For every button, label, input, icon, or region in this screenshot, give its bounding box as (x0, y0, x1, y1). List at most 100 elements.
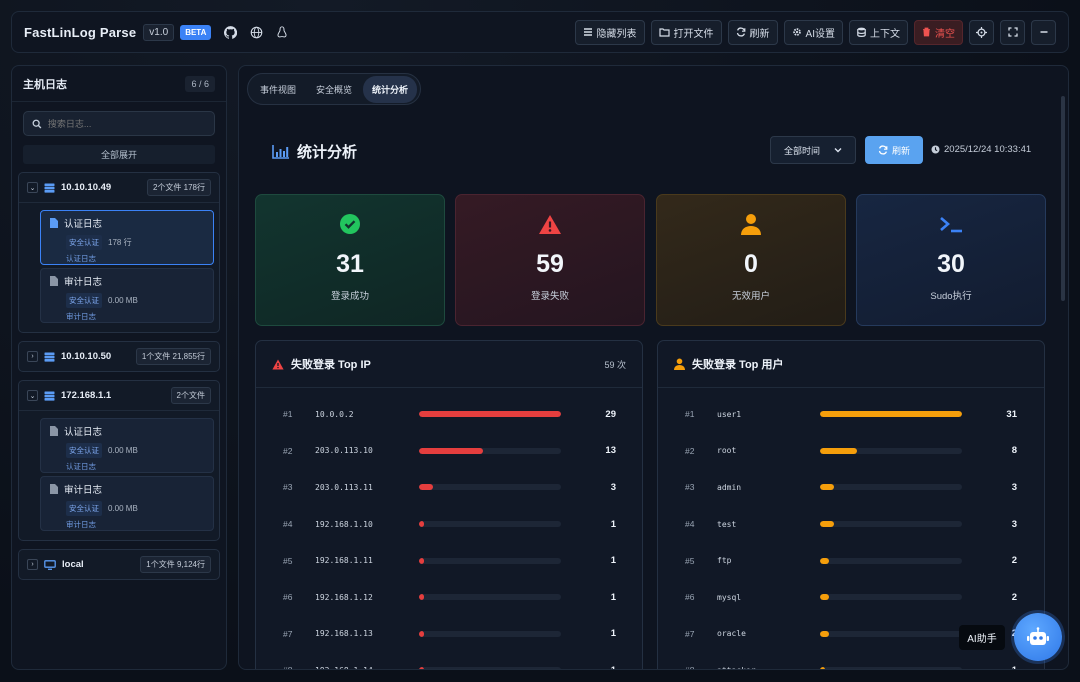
host-group: ⌄ 172.168.1.1 2个文件 认证日志 安全认证 0.00 MB 认证日… (18, 380, 220, 541)
row-value: 29 (605, 408, 616, 420)
stats-refresh-label: 刷新 (891, 145, 910, 156)
file-name: 认证日志 (64, 427, 103, 438)
host-name: local (62, 559, 84, 570)
host-row-172-168-1-1[interactable]: ⌄ 172.168.1.1 2个文件 (19, 381, 219, 410)
row-bar-track (419, 484, 561, 491)
scrollbar[interactable] (1061, 96, 1065, 301)
row-bar-fill (820, 557, 830, 564)
crosshair-button[interactable] (969, 19, 994, 45)
row-rank: #4 (283, 519, 293, 530)
expand-all-button[interactable]: 全部展开 (23, 145, 215, 164)
linux-icon[interactable] (275, 25, 289, 39)
tab-security-overview[interactable]: 安全概览 (316, 84, 353, 95)
row-value: 3 (1011, 518, 1017, 530)
file-item[interactable]: 认证日志 安全认证 0.00 MB 认证日志 (40, 418, 214, 473)
stats-refresh-button[interactable]: 刷新 (865, 136, 923, 164)
file-item[interactable]: 审计日志 安全认证 0.00 MB 审计日志 (40, 268, 214, 323)
bar-chart-icon (272, 144, 289, 159)
robot-icon (1027, 627, 1049, 645)
stat-card-invalid-user: 0 无效用户 (656, 194, 846, 326)
row-bar-fill (820, 630, 830, 637)
table-row: #8192.168.1.14 1 (256, 652, 642, 669)
row-rank: #5 (283, 555, 293, 566)
chevron-down-icon[interactable]: ⌄ (27, 390, 38, 401)
row-rank: #1 (283, 409, 293, 420)
host-meta-badge: 1个文件 21,855行 (135, 348, 211, 365)
row-value: 2 (1011, 591, 1017, 603)
row-rank: #5 (685, 555, 695, 566)
time-range-value: 全部时间 (784, 145, 821, 156)
hide-list-button[interactable]: 隐藏列表 (574, 19, 645, 45)
row-bar-track (419, 630, 561, 637)
table-row: #5 ftp 2 (658, 542, 1044, 579)
search-input[interactable] (47, 118, 206, 129)
row-rank: #2 (283, 445, 293, 456)
row-name: mysql (717, 592, 742, 602)
row-name: ftp (717, 556, 732, 566)
file-name: 审计日志 (64, 277, 103, 288)
minus-icon (1040, 31, 1047, 33)
row-rank: #7 (685, 628, 695, 639)
context-button[interactable]: 上下文 (849, 19, 908, 45)
host-row-local[interactable]: › local 1个文件 9,124行 (19, 550, 219, 579)
fullscreen-button[interactable] (1000, 19, 1025, 45)
time-range-select[interactable]: 全部时间 (770, 136, 856, 164)
row-rank: #3 (685, 482, 695, 493)
file-type: 审计日志 (66, 312, 96, 321)
file-size: 0.00 MB (108, 446, 138, 455)
file-icon (50, 218, 58, 228)
gear-icon (792, 28, 801, 36)
refresh-button[interactable]: 刷新 (727, 19, 778, 45)
open-file-button[interactable]: 打开文件 (650, 19, 722, 45)
row-bar-track (419, 521, 561, 528)
sidebar: 主机日志 6 / 6 全部展开 ⌄ 10.10.10.49 2个文件 178行 … (11, 65, 227, 670)
row-name: 203.0.113.11 (315, 482, 373, 492)
refresh-label: 刷新 (749, 28, 770, 40)
globe-icon[interactable] (249, 25, 263, 39)
tab-event-view[interactable]: 事件视图 (260, 84, 297, 95)
chevron-right-icon[interactable]: › (27, 559, 38, 570)
row-rank: #8 (685, 665, 717, 669)
last-updated: 2025/12/24 10:33:41 (931, 144, 1031, 155)
file-icon (50, 426, 58, 436)
stat-value: 30 (937, 250, 965, 278)
file-tag: 安全认证 (66, 443, 102, 458)
row-bar-fill (419, 447, 483, 454)
row-bar-track (820, 557, 962, 564)
minimize-button[interactable] (1031, 19, 1056, 45)
sidebar-header: 主机日志 6 / 6 (12, 66, 226, 102)
host-group: › 10.10.10.50 1个文件 21,855行 (18, 341, 220, 372)
search-box[interactable] (23, 111, 215, 136)
file-item[interactable]: 审计日志 安全认证 0.00 MB 审计日志 (40, 476, 214, 531)
row-value: 8 (1011, 445, 1017, 457)
clear-button[interactable]: 清空 (914, 19, 963, 45)
host-row-10-10-10-50[interactable]: › 10.10.10.50 1个文件 21,855行 (19, 342, 219, 371)
main-panel: 事件视图 安全概览 统计分析 统计分析 全部时间 刷新 2025/12/24 1… (238, 65, 1069, 670)
ai-assistant-button[interactable] (1014, 613, 1062, 661)
row-bar-track (820, 594, 962, 601)
warning-icon (539, 214, 561, 234)
table-row: #2 root 8 (658, 433, 1044, 470)
table-row: #6 mysql 2 (658, 579, 1044, 616)
row-value: 1 (610, 518, 616, 530)
file-item[interactable]: 认证日志 安全认证 178 行 认证日志 (40, 210, 214, 265)
sidebar-title: 主机日志 (23, 78, 67, 91)
table-row: #2 203.0.113.10 13 (256, 433, 642, 470)
host-name: 10.10.10.50 (61, 351, 112, 362)
host-row-10-10-10-49[interactable]: ⌄ 10.10.10.49 2个文件 178行 (19, 173, 219, 202)
ai-settings-label: AI设置 (805, 28, 835, 40)
file-list: 认证日志 安全认证 0.00 MB 认证日志 审计日志 安全认证 (19, 410, 219, 540)
chevron-right-icon[interactable]: › (27, 351, 38, 362)
context-label: 上下文 (870, 28, 900, 40)
row-name: 192.168.1.11 (315, 556, 373, 566)
chevron-down-icon[interactable]: ⌄ (27, 182, 38, 193)
tab-statistics[interactable]: 统计分析 (363, 75, 418, 103)
row-value: 3 (1011, 481, 1017, 493)
github-icon[interactable] (223, 25, 237, 39)
row-name: attacker (717, 666, 820, 669)
row-rank: #1 (685, 409, 695, 420)
row-name: oracle (717, 629, 746, 639)
ai-settings-button[interactable]: AI设置 (783, 19, 843, 45)
row-value: 2 (1011, 555, 1017, 567)
host-group: ⌄ 10.10.10.49 2个文件 178行 认证日志 安全认证 178 行 … (18, 172, 220, 333)
